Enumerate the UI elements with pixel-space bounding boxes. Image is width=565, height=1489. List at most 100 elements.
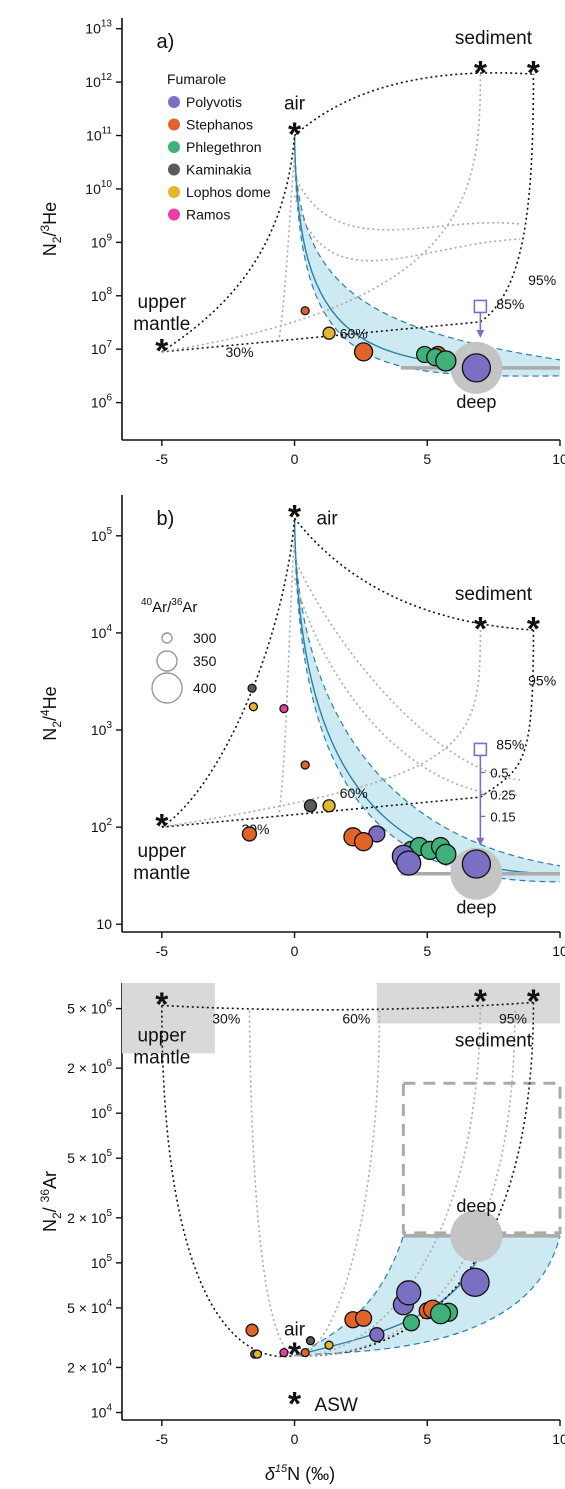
y-tick-label: 5 × 105 xyxy=(67,1148,112,1166)
endmember-ASW-star: * xyxy=(288,1386,302,1423)
ylabel-part: Ar xyxy=(40,1171,60,1189)
label-line: mantle xyxy=(133,863,190,884)
arrow-tick-label: 0.25 xyxy=(490,787,515,802)
y-tick-base: 10 xyxy=(91,288,107,304)
data-point xyxy=(300,306,310,316)
mantle-sediment-line xyxy=(161,629,535,828)
y-tick-base: 10 xyxy=(91,1060,107,1076)
mixing-upper-bound xyxy=(293,518,561,867)
air-sediment-line xyxy=(294,72,534,137)
x-tick-label: 0 xyxy=(291,451,299,467)
size-legend-circle xyxy=(151,672,183,704)
data-point xyxy=(461,353,492,383)
y-tick-base: 10 xyxy=(91,1001,107,1017)
size-legend-label: 350 xyxy=(193,653,217,669)
y-tick-label: 1012 xyxy=(85,72,112,90)
y-tick-exp: 3 xyxy=(106,720,112,731)
label-line: upper xyxy=(138,292,187,313)
y-tick-base: 10 xyxy=(91,722,107,738)
y-tick-base: 10 xyxy=(91,819,107,835)
mantle-sediment-line xyxy=(161,1001,534,1011)
x-tick-label: -5 xyxy=(156,1431,169,1447)
data-point xyxy=(369,1327,385,1343)
ylabel-sup: 4 xyxy=(38,709,52,716)
y-tick-mult: 5 × xyxy=(67,1150,91,1166)
mixing-envelope xyxy=(294,518,560,882)
data-point xyxy=(300,1348,310,1358)
gray-mixing-1 xyxy=(248,1010,295,1357)
y-tick-base: 10 xyxy=(85,74,101,90)
ylabel-sup: 3 xyxy=(38,225,52,232)
y-tick-label: 10 xyxy=(96,916,112,932)
ylabel-part: / xyxy=(40,232,60,237)
ylabel-sub: 2 xyxy=(50,1212,64,1219)
y-tick-label: 105 xyxy=(91,526,113,544)
y-tick-label: 1011 xyxy=(86,126,112,144)
endmember-sediment-star: * xyxy=(527,55,541,92)
y-tick-exp: 4 xyxy=(106,1298,112,1309)
arrow-tick-label: 0.5 xyxy=(490,765,508,780)
gray-mixing-3 xyxy=(293,195,521,262)
y-tick-base: 10 xyxy=(91,1210,107,1226)
y-tick-label: 1013 xyxy=(85,19,112,37)
endmember-label-asw: ASW xyxy=(315,1395,358,1416)
mixing-envelope xyxy=(294,135,560,377)
y-tick-label: 109 xyxy=(91,232,113,250)
y-tick-base: 10 xyxy=(91,234,107,250)
label-line: upper xyxy=(138,841,187,862)
y-tick-mult: 5 × xyxy=(67,1300,91,1316)
y-tick-base: 10 xyxy=(91,1359,107,1375)
legend-swatch-phlegethron xyxy=(168,141,180,153)
data-point xyxy=(305,1336,316,1346)
fumarole-legend: Fumarole Polyvotis Stephanos Phlegethron Ka… xyxy=(167,71,271,223)
mixing-percent-label: 30% xyxy=(212,1010,240,1026)
gray-mixing-3 xyxy=(294,1002,482,1357)
y-tick-base: 10 xyxy=(85,181,101,197)
endmember-upper-mantle-star: * xyxy=(155,333,169,370)
data-point xyxy=(402,1314,420,1332)
ylabel-part: N xyxy=(40,243,60,256)
ratio-size-legend: 40Ar/36Ar 300 350 400 xyxy=(141,597,217,704)
y-tick-label: 106 xyxy=(91,1103,113,1121)
endmember-sediment-star: * xyxy=(527,983,541,1020)
sediment-alt-star: * xyxy=(474,55,488,92)
y-tick-exp: 4 xyxy=(106,1403,112,1414)
gray-mixing-2 xyxy=(293,557,521,781)
y-tick-base: 10 xyxy=(91,528,107,544)
x-tick-label: 10 xyxy=(552,943,565,959)
endmember-label-sediment: sediment xyxy=(455,28,533,49)
endmember-sediment-star: * xyxy=(527,611,541,648)
ylabel-part: / xyxy=(40,1202,60,1212)
size-legend-label: 400 xyxy=(193,680,217,696)
open-square-marker xyxy=(473,742,488,757)
data-point xyxy=(248,702,259,712)
upper-mantle-range xyxy=(122,983,215,1054)
endmember-upper-mantle-star: * xyxy=(155,986,169,1023)
y-tick-label: 106 xyxy=(91,393,113,411)
mixing-percent-label: 60% xyxy=(342,1010,370,1026)
data-point xyxy=(300,760,310,770)
mantle-air-line xyxy=(161,1005,295,1358)
y-tick-exp: 6 xyxy=(106,393,112,404)
mixing-percent-label: 85% xyxy=(496,296,524,312)
y-tick-exp: 10 xyxy=(101,179,113,190)
data-point xyxy=(353,342,374,362)
sediment-alt-star: * xyxy=(474,611,488,648)
y-tick-label: 103 xyxy=(91,720,113,738)
label-line: upper xyxy=(138,1025,187,1046)
y-tick-mult: 2 × xyxy=(67,1210,91,1226)
y-tick-label: 1010 xyxy=(85,179,112,197)
x-tick-label: 5 xyxy=(423,943,431,959)
y-tick-exp: 5 xyxy=(106,526,112,537)
data-point xyxy=(279,703,289,714)
mixing-envelope xyxy=(294,1235,560,1356)
y-tick-base: 10 xyxy=(85,21,101,37)
sediment-alt-star: * xyxy=(474,983,488,1020)
legend-swatch-kaminakia xyxy=(168,163,180,176)
air-sediment-line xyxy=(293,517,534,631)
endmember-upper-mantle-star: * xyxy=(155,808,169,845)
gray-mixing-4 xyxy=(294,1010,516,1357)
mixing-percent-label: 60% xyxy=(340,326,368,342)
mixing-percent-label: 95% xyxy=(499,1010,527,1026)
